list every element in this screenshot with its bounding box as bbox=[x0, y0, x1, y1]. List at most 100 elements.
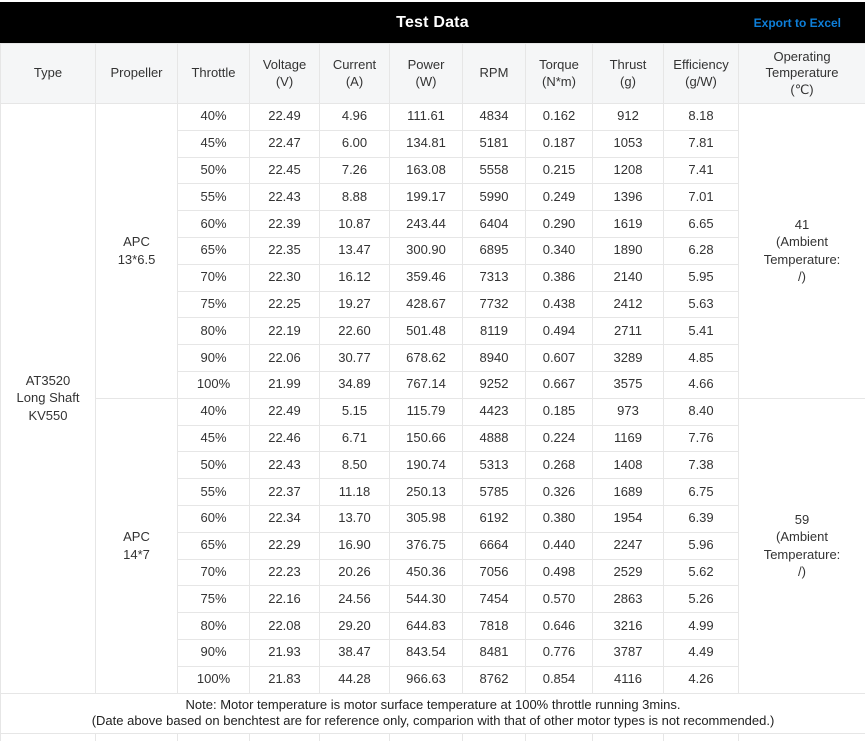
current-cell: 8.88 bbox=[319, 183, 390, 212]
torque-cell: 0.667 bbox=[525, 370, 593, 399]
throttle-cell: 100% bbox=[177, 370, 250, 399]
table-row: 80% 22.19 22.60 501.48 8119 0.494 2711 5.41 bbox=[1, 317, 865, 346]
power-cell: 111.61 bbox=[389, 103, 463, 131]
thrust-cell: 1619 bbox=[592, 210, 664, 238]
efficiency-cell: 7.38 bbox=[663, 451, 739, 480]
efficiency-cell: 4.66 bbox=[663, 370, 739, 399]
voltage-cell: 21.93 bbox=[249, 638, 320, 667]
efficiency-cell: 7.01 bbox=[663, 183, 739, 212]
efficiency-cell: 6.75 bbox=[663, 478, 739, 506]
voltage-cell: 22.49 bbox=[249, 397, 320, 426]
column-header-propeller: Propeller bbox=[95, 43, 178, 104]
torque-cell: 0.326 bbox=[525, 478, 593, 506]
power-cell: 767.14 bbox=[389, 370, 463, 399]
column-header-type: Type bbox=[0, 43, 96, 104]
throttle-cell: 65% bbox=[177, 236, 250, 265]
voltage-cell: 22.25 bbox=[249, 290, 320, 319]
torque-cell: 0.162 bbox=[525, 103, 593, 131]
cell-line: 41 bbox=[794, 216, 810, 232]
column-label: Propeller bbox=[110, 65, 163, 81]
table-row: 90% 21.93 38.47 843.54 8481 0.776 3787 4.49 bbox=[1, 638, 865, 667]
current-cell: 6.71 bbox=[319, 424, 390, 453]
table-row: 80% 22.08 29.20 644.83 7818 0.646 3216 4.99 bbox=[1, 612, 865, 640]
column-unit: (N*m) bbox=[542, 73, 576, 89]
propeller-cell: APC 13*6.5 bbox=[95, 103, 178, 399]
table-row: 50% 22.43 8.50 190.74 5313 0.268 1408 7.38 bbox=[1, 451, 865, 480]
cutoff-cell bbox=[592, 733, 664, 741]
voltage-cell: 21.99 bbox=[249, 370, 320, 399]
torque-cell: 0.438 bbox=[525, 290, 593, 319]
column-header-thrust: Thrust (g) bbox=[592, 43, 664, 104]
thrust-cell: 1053 bbox=[592, 129, 664, 158]
thrust-cell: 1169 bbox=[592, 424, 664, 453]
cell-line: 13*6.5 bbox=[117, 251, 156, 267]
table-row: 45% 22.46 6.71 150.66 4888 0.224 1169 7.76 bbox=[1, 424, 865, 453]
efficiency-cell: 8.40 bbox=[663, 397, 739, 426]
cutoff-cell bbox=[462, 733, 526, 741]
power-cell: 450.36 bbox=[389, 558, 463, 587]
cell-line: (Ambient bbox=[775, 234, 829, 250]
export-to-excel-link[interactable]: Export to Excel bbox=[753, 15, 841, 30]
note-cell: Note: Motor temperature is motor surface… bbox=[0, 692, 865, 735]
column-label: Thrust bbox=[609, 57, 647, 73]
table-row: 90% 22.06 30.77 678.62 8940 0.607 3289 4.85 bbox=[1, 344, 865, 372]
current-cell: 30.77 bbox=[319, 344, 390, 372]
thrust-cell: 2140 bbox=[592, 263, 664, 292]
current-cell: 10.87 bbox=[319, 210, 390, 238]
throttle-cell: 55% bbox=[177, 183, 250, 212]
thrust-cell: 3216 bbox=[592, 612, 664, 640]
power-cell: 966.63 bbox=[389, 665, 463, 694]
rpm-cell: 5990 bbox=[462, 183, 526, 212]
rpm-cell: 5558 bbox=[462, 156, 526, 185]
column-header-efficiency: Efficiency (g/W) bbox=[663, 43, 739, 104]
efficiency-cell: 8.18 bbox=[663, 103, 739, 131]
cell-line: /) bbox=[798, 269, 806, 285]
thrust-cell: 912 bbox=[592, 103, 664, 131]
rpm-cell: 6664 bbox=[462, 531, 526, 560]
power-cell: 359.46 bbox=[389, 263, 463, 292]
thrust-cell: 2529 bbox=[592, 558, 664, 587]
throttle-cell: 90% bbox=[177, 344, 250, 372]
power-cell: 250.13 bbox=[389, 478, 463, 506]
torque-cell: 0.854 bbox=[525, 665, 593, 694]
current-cell: 20.26 bbox=[319, 558, 390, 587]
thrust-cell: 1408 bbox=[592, 451, 664, 480]
power-cell: 305.98 bbox=[389, 504, 463, 533]
throttle-cell: 45% bbox=[177, 424, 250, 453]
voltage-cell: 22.47 bbox=[249, 129, 320, 158]
column-unit: (V) bbox=[275, 73, 294, 89]
torque-cell: 0.249 bbox=[525, 183, 593, 212]
throttle-cell: 55% bbox=[177, 478, 250, 506]
voltage-cell: 21.83 bbox=[249, 665, 320, 694]
current-cell: 13.47 bbox=[319, 236, 390, 265]
thrust-cell: 973 bbox=[592, 397, 664, 426]
page-title: Test Data bbox=[396, 13, 469, 31]
power-cell: 199.17 bbox=[389, 183, 463, 212]
throttle-cell: 50% bbox=[177, 156, 250, 185]
cutoff-cell bbox=[738, 733, 865, 741]
operating-temperature-cell: 41 (Ambient Temperature: /) bbox=[738, 103, 865, 399]
thrust-cell: 1689 bbox=[592, 478, 664, 506]
cutoff-cell bbox=[319, 733, 390, 741]
efficiency-cell: 4.49 bbox=[663, 638, 739, 667]
torque-cell: 0.290 bbox=[525, 210, 593, 238]
throttle-cell: 90% bbox=[177, 638, 250, 667]
throttle-cell: 70% bbox=[177, 558, 250, 587]
power-cell: 678.62 bbox=[389, 344, 463, 372]
voltage-cell: 22.46 bbox=[249, 424, 320, 453]
thrust-cell: 1954 bbox=[592, 504, 664, 533]
power-cell: 376.75 bbox=[389, 531, 463, 560]
efficiency-cell: 6.65 bbox=[663, 210, 739, 238]
efficiency-cell: 5.63 bbox=[663, 290, 739, 319]
column-unit: (g/W) bbox=[685, 73, 717, 89]
efficiency-cell: 7.41 bbox=[663, 156, 739, 185]
cell-line: Temperature: bbox=[763, 251, 841, 267]
thrust-cell: 2863 bbox=[592, 585, 664, 614]
torque-cell: 0.498 bbox=[525, 558, 593, 587]
thrust-cell: 3787 bbox=[592, 638, 664, 667]
column-label: Voltage bbox=[262, 57, 307, 73]
column-label: Current bbox=[332, 57, 377, 73]
efficiency-cell: 7.76 bbox=[663, 424, 739, 453]
current-cell: 5.15 bbox=[319, 397, 390, 426]
torque-cell: 0.215 bbox=[525, 156, 593, 185]
